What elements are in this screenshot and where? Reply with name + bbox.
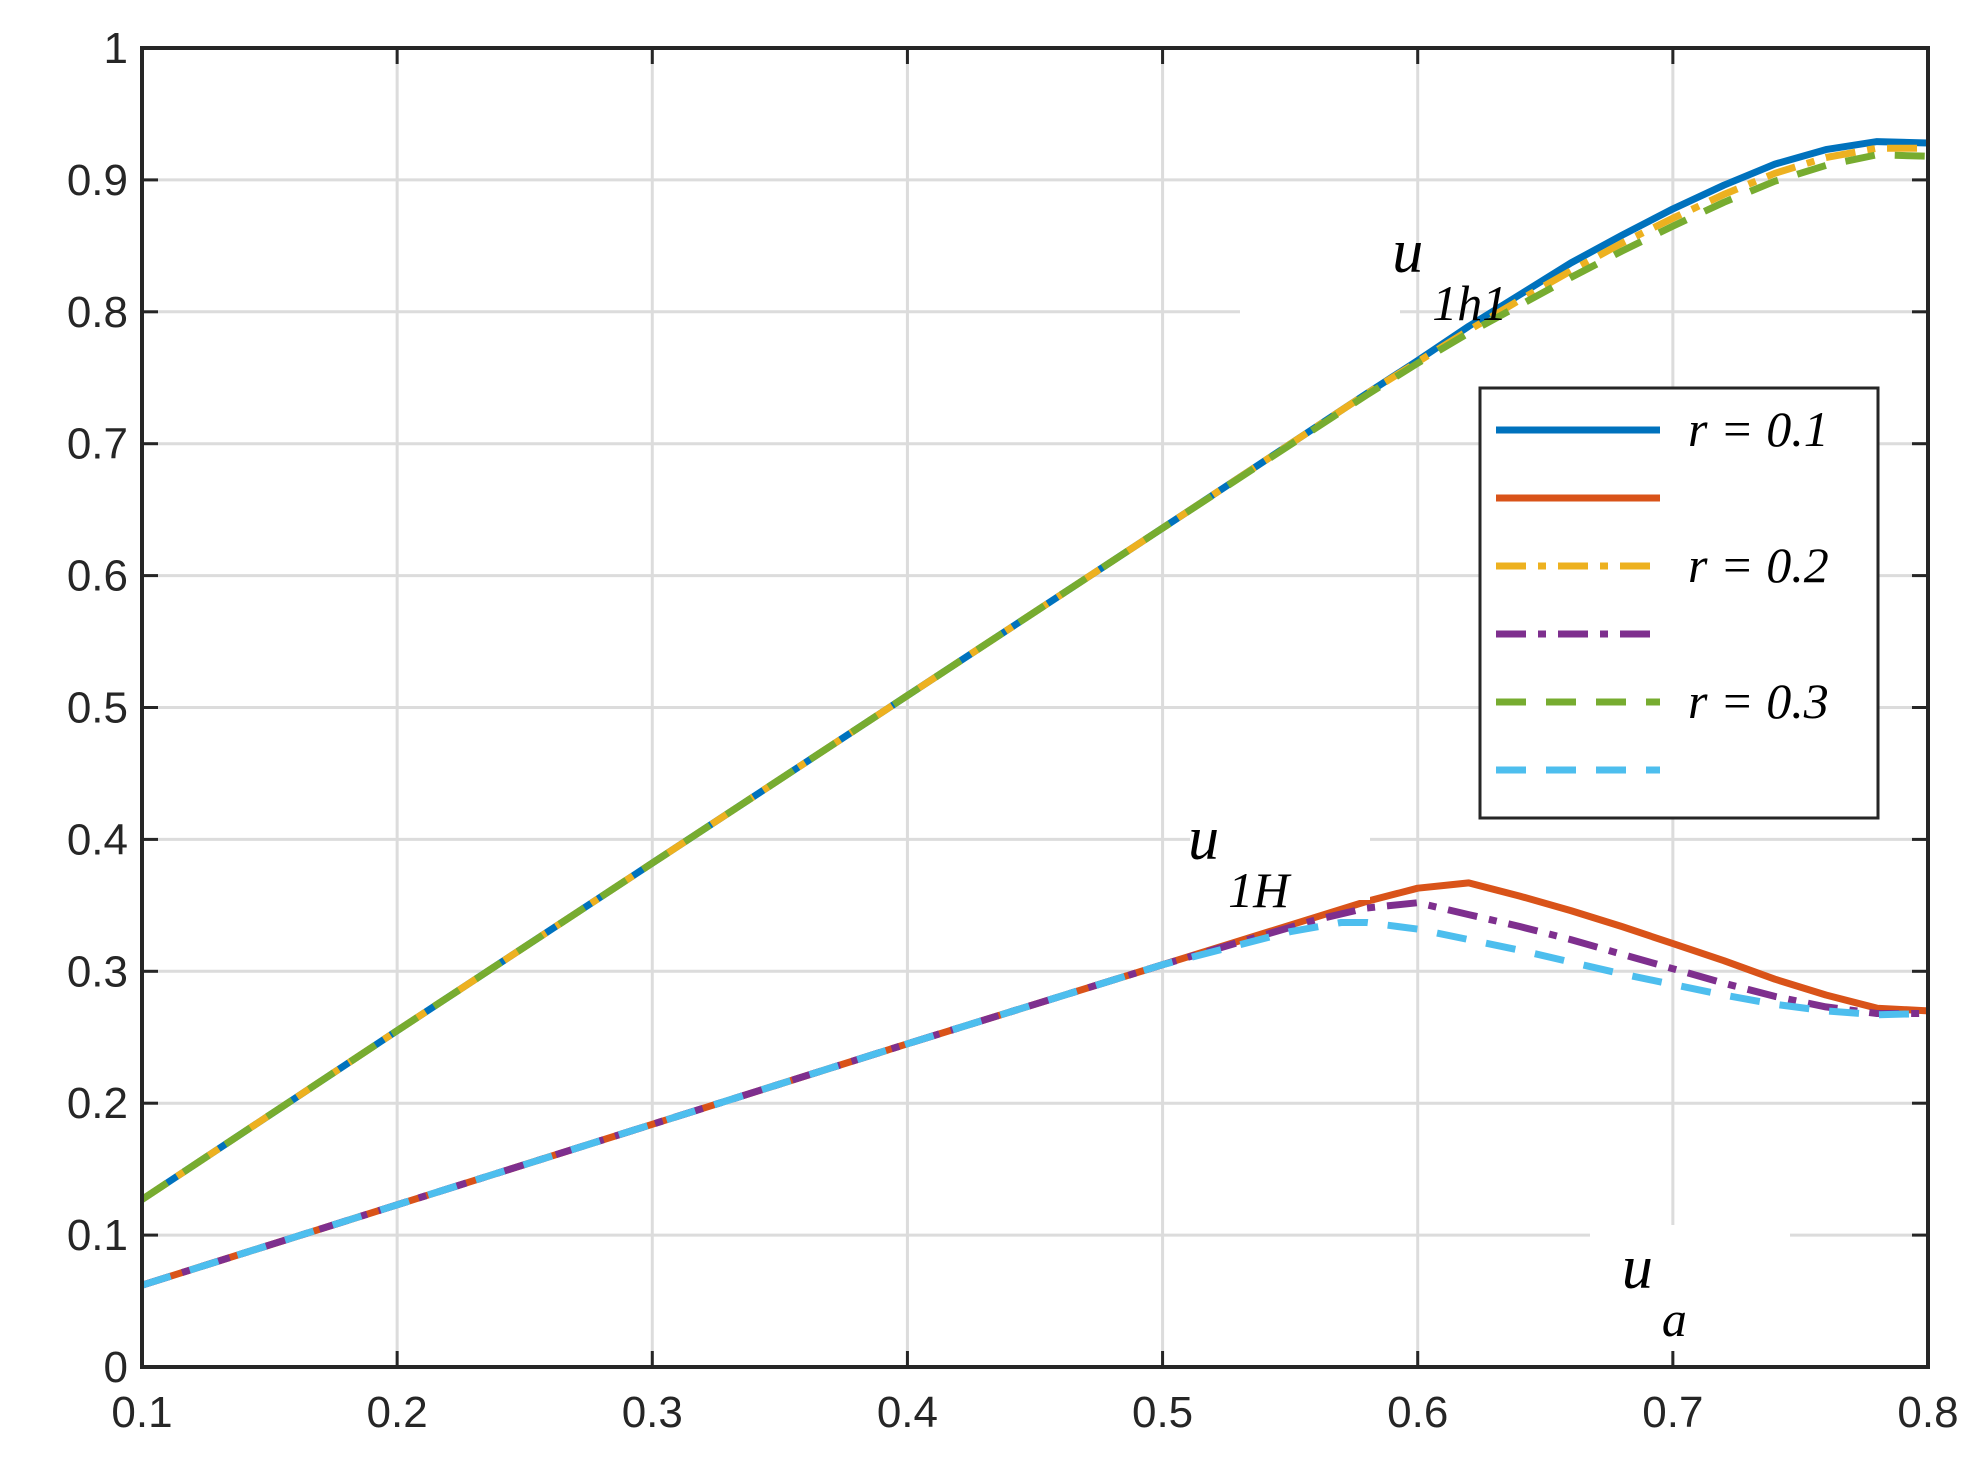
y-tick-label: 1 [104,24,128,73]
annotation-xaxis-base: u [1622,1234,1653,1302]
y-tick-label: 0.4 [67,815,128,864]
y-tick-label: 0.8 [67,288,128,337]
annotation-xaxis-sub: a [1662,1291,1687,1347]
y-tick-label: 0.9 [67,156,128,205]
label-mask-upper [1240,190,1400,340]
y-tick-label: 0.2 [67,1079,128,1128]
x-tick-label: 0.8 [1897,1388,1958,1437]
x-tick-label: 0.3 [622,1388,683,1437]
x-tick-label: 0.6 [1387,1388,1448,1437]
y-tick-label: 0.6 [67,552,128,601]
series-layer [140,138,1929,1289]
annotation-lower-base: u [1188,805,1219,873]
x-tick-label: 0.7 [1642,1388,1703,1437]
annotation-upper-sub: 1h1 [1432,275,1507,331]
legend-label-1: r = 0.1 [1688,401,1829,457]
x-tick-label: 0.1 [111,1388,172,1437]
y-tick-label: 0.3 [67,947,128,996]
x-tick-label: 0.4 [877,1388,938,1437]
series-line-6 [140,919,1929,1289]
label-mask-xaxis [1590,1225,1790,1355]
y-tick-label: 0.7 [67,420,128,469]
legend: r = 0.1 r = 0.2 r = 0.3 [1478,386,1880,820]
annotation-lower-sub: 1H [1228,862,1292,918]
legend-label-3: r = 0.2 [1688,537,1829,593]
annotation-upper-base: u [1392,218,1423,286]
axis-ticks: 0.1 0.2 0.3 0.4 0.5 0.6 0.7 0.800.10.20.30.40.5… [67,24,1959,1437]
legend-label-5: r = 0.3 [1688,673,1829,729]
x-tick-label: 0.2 [367,1388,428,1437]
legend-box [1478,386,1880,820]
series-line-5 [140,151,1929,1203]
y-tick-label: 0.1 [67,1211,128,1260]
y-tick-label: 0.5 [67,684,128,733]
y-tick-label: 0 [104,1343,128,1392]
x-tick-label: 0.5 [1132,1388,1193,1437]
label-mask-lower [1190,790,1370,900]
